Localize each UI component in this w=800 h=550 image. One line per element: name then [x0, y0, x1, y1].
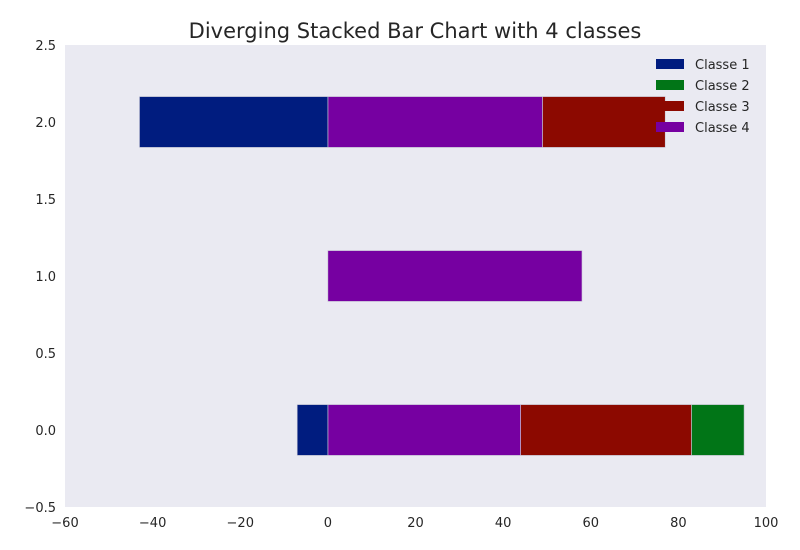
- bar-classe-2-cat-0: [691, 404, 745, 456]
- legend-label: Classe 1: [695, 58, 750, 73]
- x-tick-label: 60: [582, 516, 599, 531]
- y-axis: −0.5 0.0 0.5 1.0 1.5 2.0 2.5: [24, 39, 56, 516]
- y-tick-label: −0.5: [24, 501, 56, 516]
- y-tick-label: 0.5: [35, 347, 56, 362]
- bar-classe-3-cat-0: [520, 404, 692, 456]
- x-tick-label: −60: [51, 516, 78, 531]
- bar-classe-1-cat-2: [139, 96, 329, 148]
- x-tick-label: 0: [324, 516, 332, 531]
- y-tick-label: 1.5: [35, 193, 56, 208]
- y-tick-label: 1.0: [35, 270, 56, 285]
- x-tick-label: −20: [227, 516, 254, 531]
- legend: Classe 1 Classe 2 Classe 3 Classe 4: [656, 58, 750, 136]
- legend-label: Classe 4: [695, 121, 750, 136]
- x-axis: −60 −40 −20 0 20 40 60 80 100: [51, 516, 778, 531]
- chart-title: Diverging Stacked Bar Chart with 4 class…: [189, 19, 642, 43]
- bar-classe-1-cat-0: [296, 404, 329, 456]
- y-tick-label: 0.0: [35, 424, 56, 439]
- x-tick-label: 100: [754, 516, 779, 531]
- legend-label: Classe 3: [695, 100, 750, 115]
- legend-swatch: [656, 80, 684, 90]
- legend-swatch: [656, 59, 684, 69]
- bar-classe-4-cat-0: [327, 404, 521, 456]
- y-tick-label: 2.5: [35, 39, 56, 54]
- x-tick-label: 20: [407, 516, 424, 531]
- bar-classe-3-cat-2: [542, 96, 666, 148]
- x-tick-label: −40: [139, 516, 166, 531]
- bar-classe-4-cat-1: [327, 250, 583, 302]
- y-tick-label: 2.0: [35, 116, 56, 131]
- legend-label: Classe 2: [695, 79, 750, 94]
- legend-swatch: [656, 122, 684, 132]
- bar-classe-4-cat-2: [327, 96, 543, 148]
- x-tick-label: 40: [495, 516, 512, 531]
- legend-swatch: [656, 101, 684, 111]
- x-tick-label: 80: [670, 516, 687, 531]
- bars-layer: [139, 96, 745, 456]
